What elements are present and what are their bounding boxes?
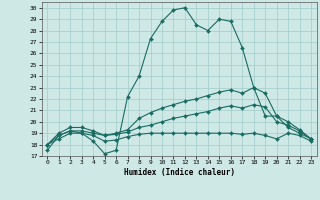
X-axis label: Humidex (Indice chaleur): Humidex (Indice chaleur) <box>124 168 235 177</box>
